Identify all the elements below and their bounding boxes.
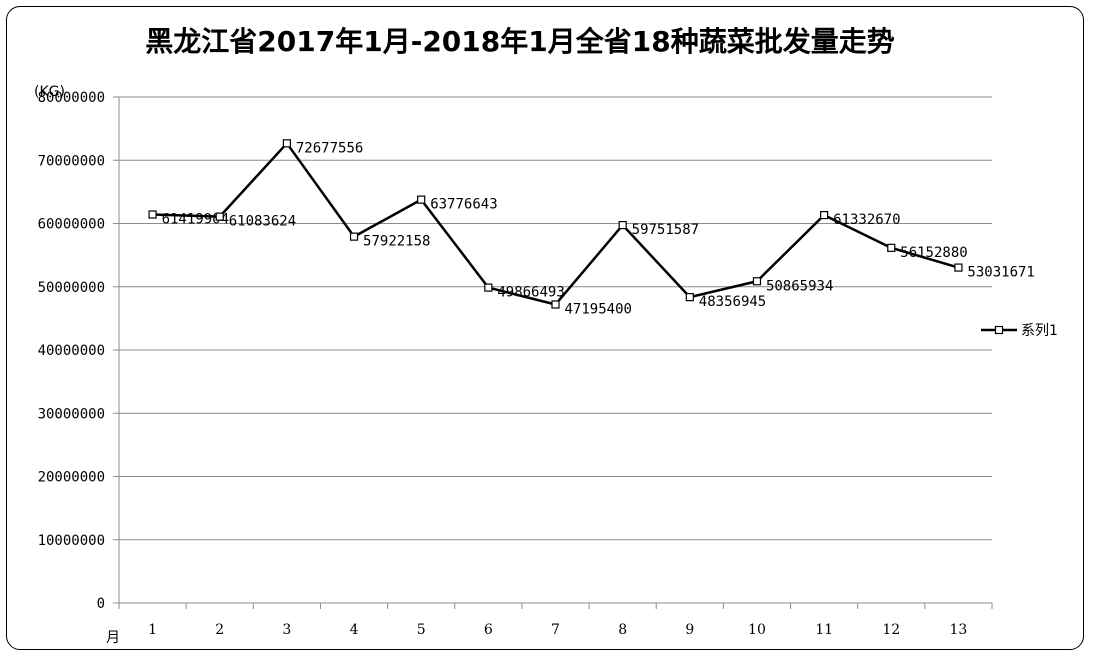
y-tick-labels: 0 10000000 20000000 30000000 40000000 5000000…	[38, 90, 105, 612]
data-point-marker	[618, 220, 627, 230]
x-tick-label: 1	[148, 622, 157, 638]
data-label: 57922158	[363, 234, 430, 250]
x-tick-label: 9	[685, 622, 694, 638]
chart-title: 黑龙江省2017年1月-2018年1月全省18种蔬菜批发量走势	[145, 25, 895, 58]
y-tick-label: 10000000	[38, 533, 105, 549]
data-point-marker	[282, 139, 291, 148]
y-tick-label: 0	[97, 596, 105, 612]
axes	[113, 96, 993, 609]
series-group: 61419904 61083624 72677556 57922158 63776643…	[148, 139, 1035, 317]
gridlines	[119, 96, 992, 541]
chart-frame	[6, 6, 1084, 650]
y-tick-label: 60000000	[38, 217, 105, 233]
data-point-marker	[417, 195, 426, 204]
x-tick-label: 7	[551, 622, 560, 638]
x-tick-labels: 1 2 3 4 5 6 7 8 9 10 11 12 13	[148, 622, 967, 638]
legend: 系列1	[981, 323, 1058, 339]
data-label: 61083624	[229, 214, 296, 230]
x-tick-label: 6	[484, 622, 493, 638]
data-point-marker	[685, 293, 694, 302]
y-tick-label: 50000000	[38, 280, 105, 296]
y-tick-label: 80000000	[38, 90, 105, 106]
x-tick-label: 4	[350, 622, 359, 638]
y-tick-label: 70000000	[38, 153, 105, 169]
x-tick-label: 13	[950, 622, 968, 638]
data-point-marker	[484, 283, 493, 292]
legend-label: 系列1	[1021, 323, 1058, 339]
data-label: 48356945	[699, 294, 766, 310]
x-tick-label: 11	[815, 622, 833, 638]
data-point-marker	[752, 277, 762, 286]
data-point-marker	[887, 243, 896, 252]
data-label: 61419904	[162, 212, 229, 228]
data-label: 53031671	[967, 265, 1034, 281]
y-axis-unit: (KG)	[34, 84, 65, 100]
x-tick-label: 3	[282, 622, 291, 638]
data-label: 49866493	[497, 285, 564, 301]
x-tick-label: 5	[417, 622, 426, 638]
data-point-marker	[215, 212, 224, 221]
legend-marker	[994, 325, 1004, 335]
data-point-marker	[820, 210, 829, 220]
data-label: 50865934	[766, 278, 833, 294]
data-label: 56152880	[900, 245, 967, 261]
data-label: 63776643	[430, 197, 497, 213]
x-tick-label: 12	[882, 622, 900, 638]
x-tick-label: 10	[748, 622, 766, 638]
data-point-marker	[551, 300, 560, 309]
y-tick-label: 20000000	[38, 470, 105, 486]
x-axis-unit: 月	[106, 630, 120, 646]
data-point-marker	[954, 263, 963, 272]
y-tick-label: 30000000	[38, 406, 105, 422]
x-tick-label: 2	[215, 622, 224, 638]
data-label: 59751587	[632, 222, 699, 238]
x-tick-label: 8	[618, 622, 627, 638]
data-label: 61332670	[833, 212, 900, 228]
data-point-marker	[148, 210, 157, 219]
y-tick-label: 40000000	[38, 343, 105, 359]
data-label: 72677556	[296, 140, 363, 156]
data-label: 47195400	[565, 301, 632, 317]
data-point-marker	[349, 232, 359, 241]
